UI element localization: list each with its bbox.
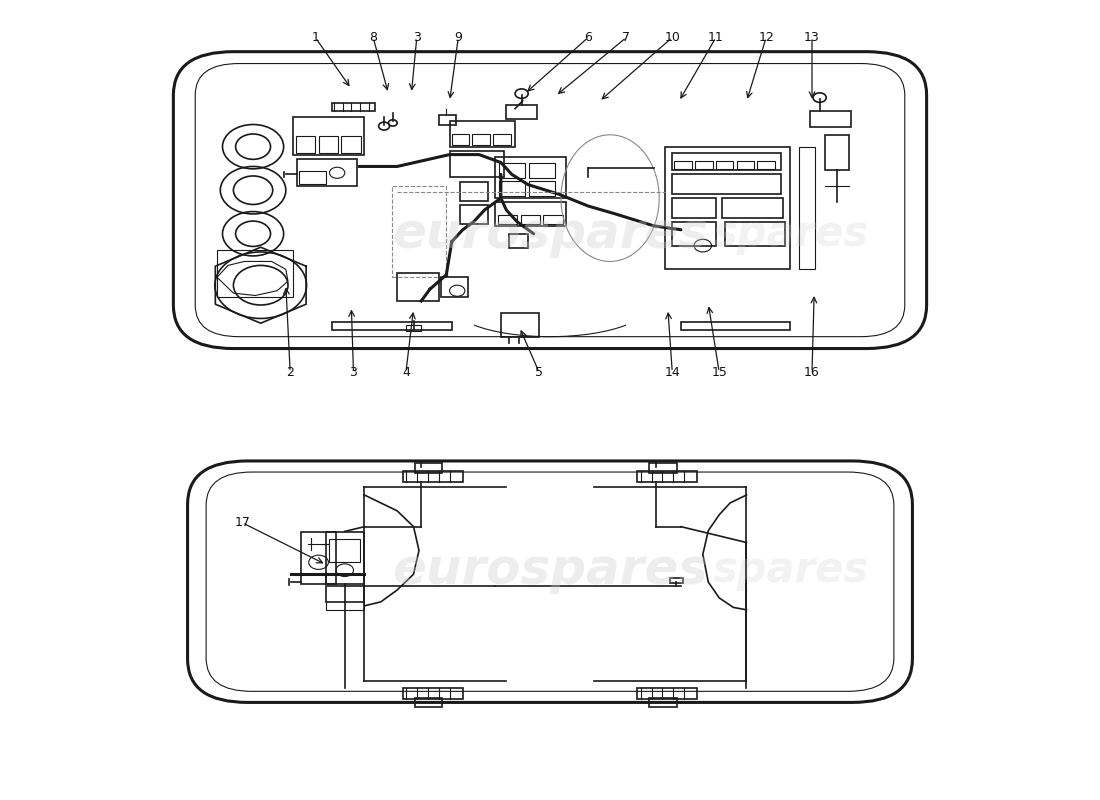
Text: 9: 9: [454, 31, 462, 44]
Bar: [392, 186, 447, 278]
Text: 7: 7: [623, 31, 630, 44]
Bar: [498, 162, 525, 178]
Bar: [737, 161, 755, 169]
Bar: [403, 471, 463, 482]
Bar: [674, 161, 692, 169]
Text: 17: 17: [234, 516, 250, 530]
Bar: [330, 538, 360, 562]
Bar: [500, 313, 539, 337]
Text: 12: 12: [758, 31, 774, 44]
Text: 2: 2: [286, 366, 294, 378]
Bar: [725, 222, 784, 246]
Bar: [439, 115, 456, 125]
Bar: [473, 134, 490, 145]
Bar: [450, 151, 504, 177]
Bar: [506, 105, 537, 119]
Bar: [403, 688, 463, 699]
Bar: [716, 161, 734, 169]
Text: eurospares: eurospares: [392, 210, 708, 258]
Bar: [672, 222, 716, 246]
Text: eurospares: eurospares: [392, 546, 708, 594]
Bar: [672, 174, 781, 194]
Bar: [461, 206, 487, 224]
Bar: [529, 162, 556, 178]
Bar: [508, 234, 528, 248]
Bar: [498, 181, 525, 196]
Bar: [332, 103, 375, 111]
Text: 3: 3: [412, 31, 421, 44]
Bar: [441, 278, 469, 297]
Bar: [670, 578, 683, 583]
Bar: [649, 698, 676, 707]
Text: 3: 3: [350, 366, 358, 378]
Bar: [406, 325, 421, 331]
Text: 4: 4: [402, 366, 410, 378]
Bar: [327, 532, 364, 584]
Bar: [217, 250, 294, 297]
Text: 10: 10: [664, 31, 680, 44]
Bar: [758, 161, 774, 169]
Bar: [397, 274, 439, 301]
Text: 16: 16: [804, 366, 820, 378]
Bar: [319, 135, 338, 153]
Bar: [327, 586, 364, 602]
Bar: [497, 214, 517, 224]
Bar: [664, 146, 790, 270]
Text: 5: 5: [535, 366, 543, 378]
Text: 14: 14: [664, 366, 680, 378]
Bar: [695, 161, 713, 169]
Bar: [301, 532, 336, 584]
Bar: [493, 134, 510, 145]
Bar: [723, 198, 782, 218]
Text: 15: 15: [712, 366, 727, 378]
Bar: [672, 153, 781, 170]
Text: 11: 11: [708, 31, 724, 44]
Bar: [495, 202, 566, 226]
Bar: [294, 117, 364, 154]
Bar: [450, 122, 515, 146]
Text: 13: 13: [804, 31, 820, 44]
Bar: [495, 157, 566, 198]
Bar: [341, 135, 361, 153]
Bar: [296, 135, 316, 153]
Bar: [520, 214, 540, 224]
Text: 6: 6: [584, 31, 592, 44]
Bar: [681, 322, 790, 330]
Bar: [637, 471, 697, 482]
Bar: [332, 322, 452, 330]
Text: spares: spares: [712, 213, 868, 254]
Bar: [637, 688, 697, 699]
Bar: [825, 134, 849, 170]
Text: spares: spares: [712, 550, 868, 591]
Bar: [810, 111, 851, 127]
Bar: [649, 463, 676, 473]
Bar: [452, 134, 470, 145]
Bar: [529, 181, 556, 196]
Bar: [297, 158, 356, 186]
Text: 1: 1: [311, 31, 319, 44]
Bar: [799, 146, 815, 270]
Bar: [543, 214, 563, 224]
Bar: [415, 698, 442, 707]
Text: 8: 8: [370, 31, 377, 44]
Bar: [415, 463, 442, 473]
Bar: [299, 171, 327, 184]
Bar: [672, 198, 716, 218]
Bar: [461, 182, 487, 201]
